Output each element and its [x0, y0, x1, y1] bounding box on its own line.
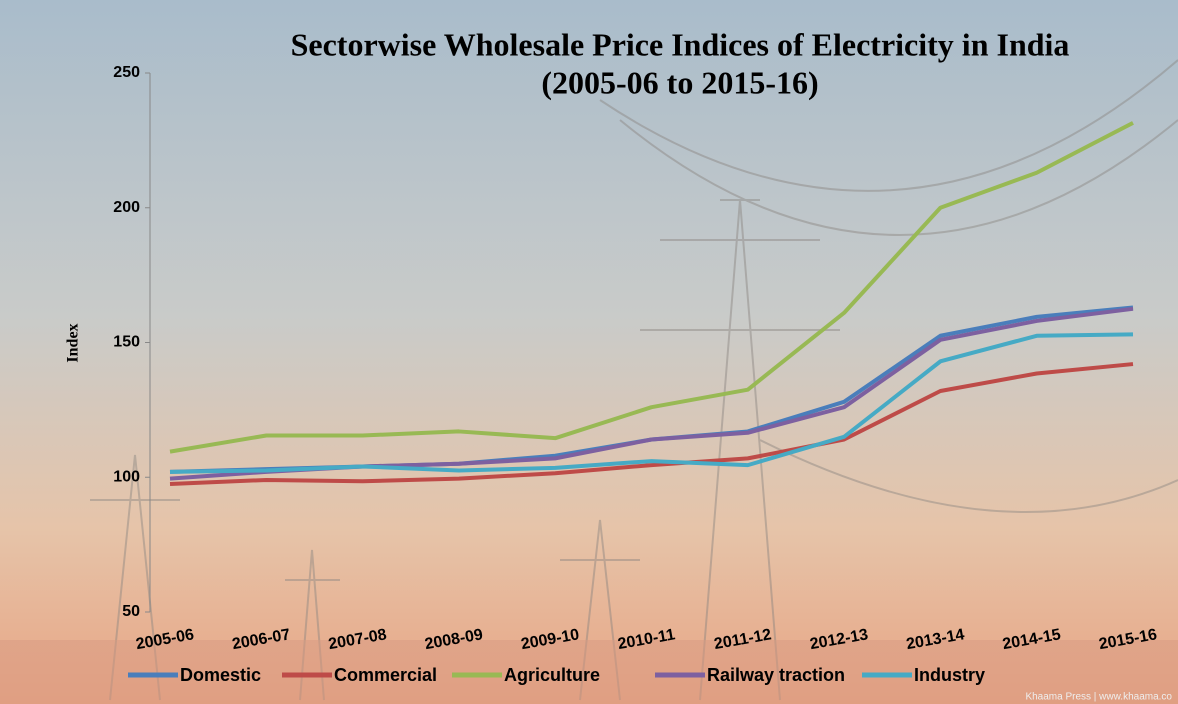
y-tick-label: 250	[113, 64, 140, 81]
legend-label: Commercial	[334, 665, 437, 685]
y-tick-label: 200	[113, 199, 140, 216]
legend-label: Domestic	[180, 665, 261, 685]
chart-subtitle: (2005-06 to 2015-16)	[541, 64, 818, 100]
y-tick-label: 50	[122, 603, 140, 620]
chart-title: Sectorwise Wholesale Price Indices of El…	[291, 26, 1070, 62]
legend-label: Railway traction	[707, 665, 845, 685]
watermark: Khaama Press | www.khaama.co	[1025, 692, 1172, 703]
y-tick-label: 150	[113, 334, 140, 351]
legend-label: Agriculture	[504, 665, 600, 685]
y-axis-label: Index	[65, 323, 82, 362]
chart: Sectorwise Wholesale Price Indices of El…	[0, 0, 1178, 704]
legend-label: Industry	[914, 665, 985, 685]
y-tick-label: 100	[113, 468, 140, 485]
background	[0, 0, 1178, 704]
